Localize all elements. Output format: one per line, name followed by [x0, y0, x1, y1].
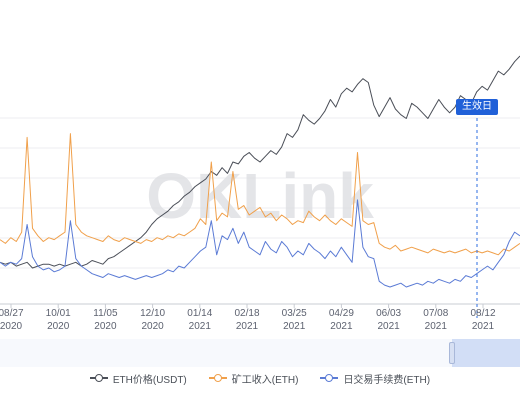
line-chart: OKLink 08/27 2020 10/01 2020 11/05 2020 12/10 2…: [0, 55, 520, 332]
x-tick-label: 2021: [283, 321, 306, 332]
legend: ETH价格(USDT) 矿工收入(ETH) 日交易手续费(ETH): [0, 369, 520, 387]
series-line-2: [0, 199, 520, 288]
x-tick-label: 03/25: [282, 308, 307, 319]
legend-item-eth-price[interactable]: ETH价格(USDT): [89, 369, 187, 387]
x-tick-label: 2021: [472, 321, 495, 332]
x-tick-label: 2021: [236, 321, 259, 332]
legend-label: 日交易手续费(ETH): [343, 374, 431, 386]
x-tick-label: 07/08: [423, 308, 448, 319]
x-tick-label: 02/18: [234, 308, 259, 319]
effective-date-badge: 生效日: [456, 99, 498, 115]
x-tick-label: 2020: [94, 321, 117, 332]
x-tick-label: 08/12: [470, 308, 495, 319]
watermark: OKLink: [146, 160, 374, 232]
legend-line-icon: [320, 373, 339, 383]
series-line-1: [0, 133, 520, 256]
x-tick-label: 04/29: [329, 308, 354, 319]
legend-item-daily-fee[interactable]: 日交易手续费(ETH): [320, 369, 430, 387]
x-axis: 08/27 2020 10/01 2020 11/05 2020 12/10 2020 01/1…: [0, 304, 496, 332]
legend-label: ETH价格(USDT): [112, 374, 187, 386]
zoom-slider-handle[interactable]: [449, 342, 455, 364]
legend-line-icon: [89, 373, 108, 383]
x-tick-label: 2021: [189, 321, 212, 332]
zoom-slider[interactable]: [0, 339, 520, 367]
legend-line-icon: [208, 373, 227, 383]
series-line-0: [0, 55, 520, 269]
x-tick-label: 2020: [0, 321, 23, 332]
x-tick-label: 01/14: [187, 308, 212, 319]
grid-lines: [0, 117, 520, 305]
x-tick-label: 2020: [47, 321, 70, 332]
x-tick-label: 11/05: [93, 308, 118, 319]
x-tick-label: 06/03: [376, 308, 401, 319]
x-tick-label: 2021: [425, 321, 448, 332]
plot-series: [0, 55, 520, 288]
x-tick-label: 2021: [377, 321, 400, 332]
zoom-slider-selection[interactable]: [452, 339, 520, 367]
legend-label: 矿工收入(ETH): [231, 374, 299, 386]
x-tick-label: 2021: [330, 321, 353, 332]
x-tick-label: 12/10: [140, 308, 165, 319]
x-tick-label: 10/01: [46, 308, 71, 319]
x-tick-label: 2020: [141, 321, 164, 332]
legend-item-miner-income[interactable]: 矿工收入(ETH): [208, 369, 299, 387]
x-tick-label: 08/27: [0, 308, 24, 319]
